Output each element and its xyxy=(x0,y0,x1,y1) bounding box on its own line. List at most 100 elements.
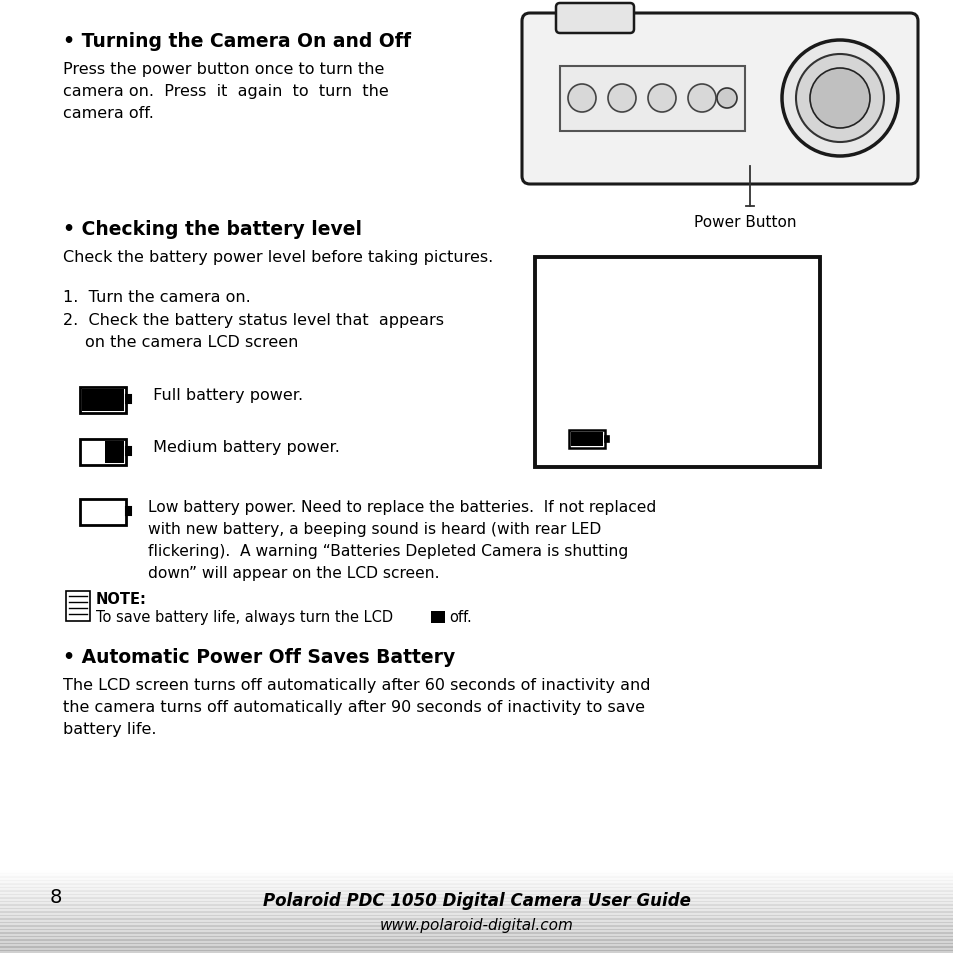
Text: Low battery power. Need to replace the batteries.  If not replaced: Low battery power. Need to replace the b… xyxy=(148,499,656,515)
Bar xyxy=(0,887,953,889)
Bar xyxy=(0,936,953,938)
Circle shape xyxy=(687,85,716,112)
Text: NOTE:: NOTE: xyxy=(96,592,147,606)
Text: To save battery life, always turn the LCD: To save battery life, always turn the LC… xyxy=(96,609,393,624)
Bar xyxy=(535,257,820,468)
Bar xyxy=(0,915,953,917)
Bar xyxy=(0,894,953,896)
Bar xyxy=(0,941,953,943)
Text: the camera turns off automatically after 90 seconds of inactivity to save: the camera turns off automatically after… xyxy=(63,700,644,714)
Bar xyxy=(0,879,953,881)
Bar xyxy=(0,904,953,906)
Bar xyxy=(126,395,131,403)
Circle shape xyxy=(781,41,897,157)
Circle shape xyxy=(809,69,869,129)
Bar xyxy=(0,896,953,898)
Text: camera off.: camera off. xyxy=(63,106,153,121)
Text: flickering).  A warning “Batteries Depleted Camera is shutting: flickering). A warning “Batteries Deplet… xyxy=(148,543,628,558)
Bar xyxy=(0,926,953,928)
Bar xyxy=(0,914,953,916)
Bar xyxy=(0,905,953,907)
Bar xyxy=(571,433,602,447)
Bar xyxy=(0,938,953,940)
Text: The LCD screen turns off automatically after 60 seconds of inactivity and: The LCD screen turns off automatically a… xyxy=(63,678,650,692)
Bar xyxy=(0,902,953,904)
Bar xyxy=(0,908,953,910)
Bar xyxy=(0,911,953,913)
Bar xyxy=(0,910,953,911)
Bar xyxy=(0,949,953,951)
Text: 2.  Check the battery status level that  appears: 2. Check the battery status level that a… xyxy=(63,313,443,328)
Bar xyxy=(0,882,953,883)
Bar xyxy=(126,448,131,456)
Bar xyxy=(0,873,953,875)
Bar xyxy=(0,918,953,920)
Bar xyxy=(604,436,608,442)
Bar xyxy=(0,946,953,948)
Bar xyxy=(0,876,953,878)
Bar xyxy=(0,872,953,874)
Text: down” will appear on the LCD screen.: down” will appear on the LCD screen. xyxy=(148,565,439,580)
Bar xyxy=(0,932,953,934)
Bar xyxy=(0,899,953,901)
Bar xyxy=(0,893,953,895)
Bar xyxy=(0,952,953,953)
Bar xyxy=(0,935,953,937)
Text: 1.  Turn the camera on.: 1. Turn the camera on. xyxy=(63,290,251,305)
Bar xyxy=(0,891,953,893)
Bar xyxy=(0,870,953,872)
Bar xyxy=(0,943,953,945)
Bar xyxy=(0,925,953,927)
Bar xyxy=(0,920,953,922)
Bar xyxy=(0,888,953,890)
Text: www.polaroid-digital.com: www.polaroid-digital.com xyxy=(379,917,574,932)
Bar xyxy=(568,431,604,449)
Bar xyxy=(0,942,953,943)
Bar xyxy=(0,947,953,949)
Circle shape xyxy=(717,89,737,109)
Text: Full battery power.: Full battery power. xyxy=(148,388,303,402)
Bar xyxy=(105,441,124,463)
Bar xyxy=(0,886,953,888)
Bar xyxy=(0,884,953,886)
Bar xyxy=(0,933,953,935)
Bar xyxy=(0,923,953,924)
Bar xyxy=(0,931,953,933)
Bar xyxy=(80,439,126,465)
Bar xyxy=(66,592,90,621)
Text: battery life.: battery life. xyxy=(63,721,156,737)
Bar xyxy=(0,939,953,941)
Bar xyxy=(0,875,953,877)
Bar xyxy=(0,950,953,952)
Bar xyxy=(0,890,953,892)
FancyBboxPatch shape xyxy=(521,14,917,185)
Circle shape xyxy=(647,85,676,112)
Bar xyxy=(559,67,744,132)
Text: Medium battery power.: Medium battery power. xyxy=(148,439,339,455)
Circle shape xyxy=(567,85,596,112)
Bar xyxy=(0,912,953,914)
Bar xyxy=(0,921,953,923)
Text: Power Button: Power Button xyxy=(693,214,796,230)
Text: off.: off. xyxy=(449,609,471,624)
Bar xyxy=(126,507,131,516)
Bar xyxy=(0,881,953,882)
Bar xyxy=(0,923,953,925)
Bar xyxy=(0,878,953,880)
Text: Press the power button once to turn the: Press the power button once to turn the xyxy=(63,62,384,77)
Circle shape xyxy=(795,55,883,143)
Bar xyxy=(0,928,953,930)
Text: 8: 8 xyxy=(50,887,62,906)
Text: Check the battery power level before taking pictures.: Check the battery power level before tak… xyxy=(63,250,493,265)
Bar xyxy=(0,902,953,903)
Bar xyxy=(0,944,953,946)
Bar xyxy=(0,907,953,909)
Text: • Automatic Power Off Saves Battery: • Automatic Power Off Saves Battery xyxy=(63,647,455,666)
Bar xyxy=(80,388,126,414)
Bar xyxy=(0,900,953,902)
Text: • Turning the Camera On and Off: • Turning the Camera On and Off xyxy=(63,32,411,51)
Bar xyxy=(0,929,953,931)
Text: on the camera LCD screen: on the camera LCD screen xyxy=(85,335,298,350)
Bar xyxy=(82,390,124,412)
Bar xyxy=(431,612,444,623)
